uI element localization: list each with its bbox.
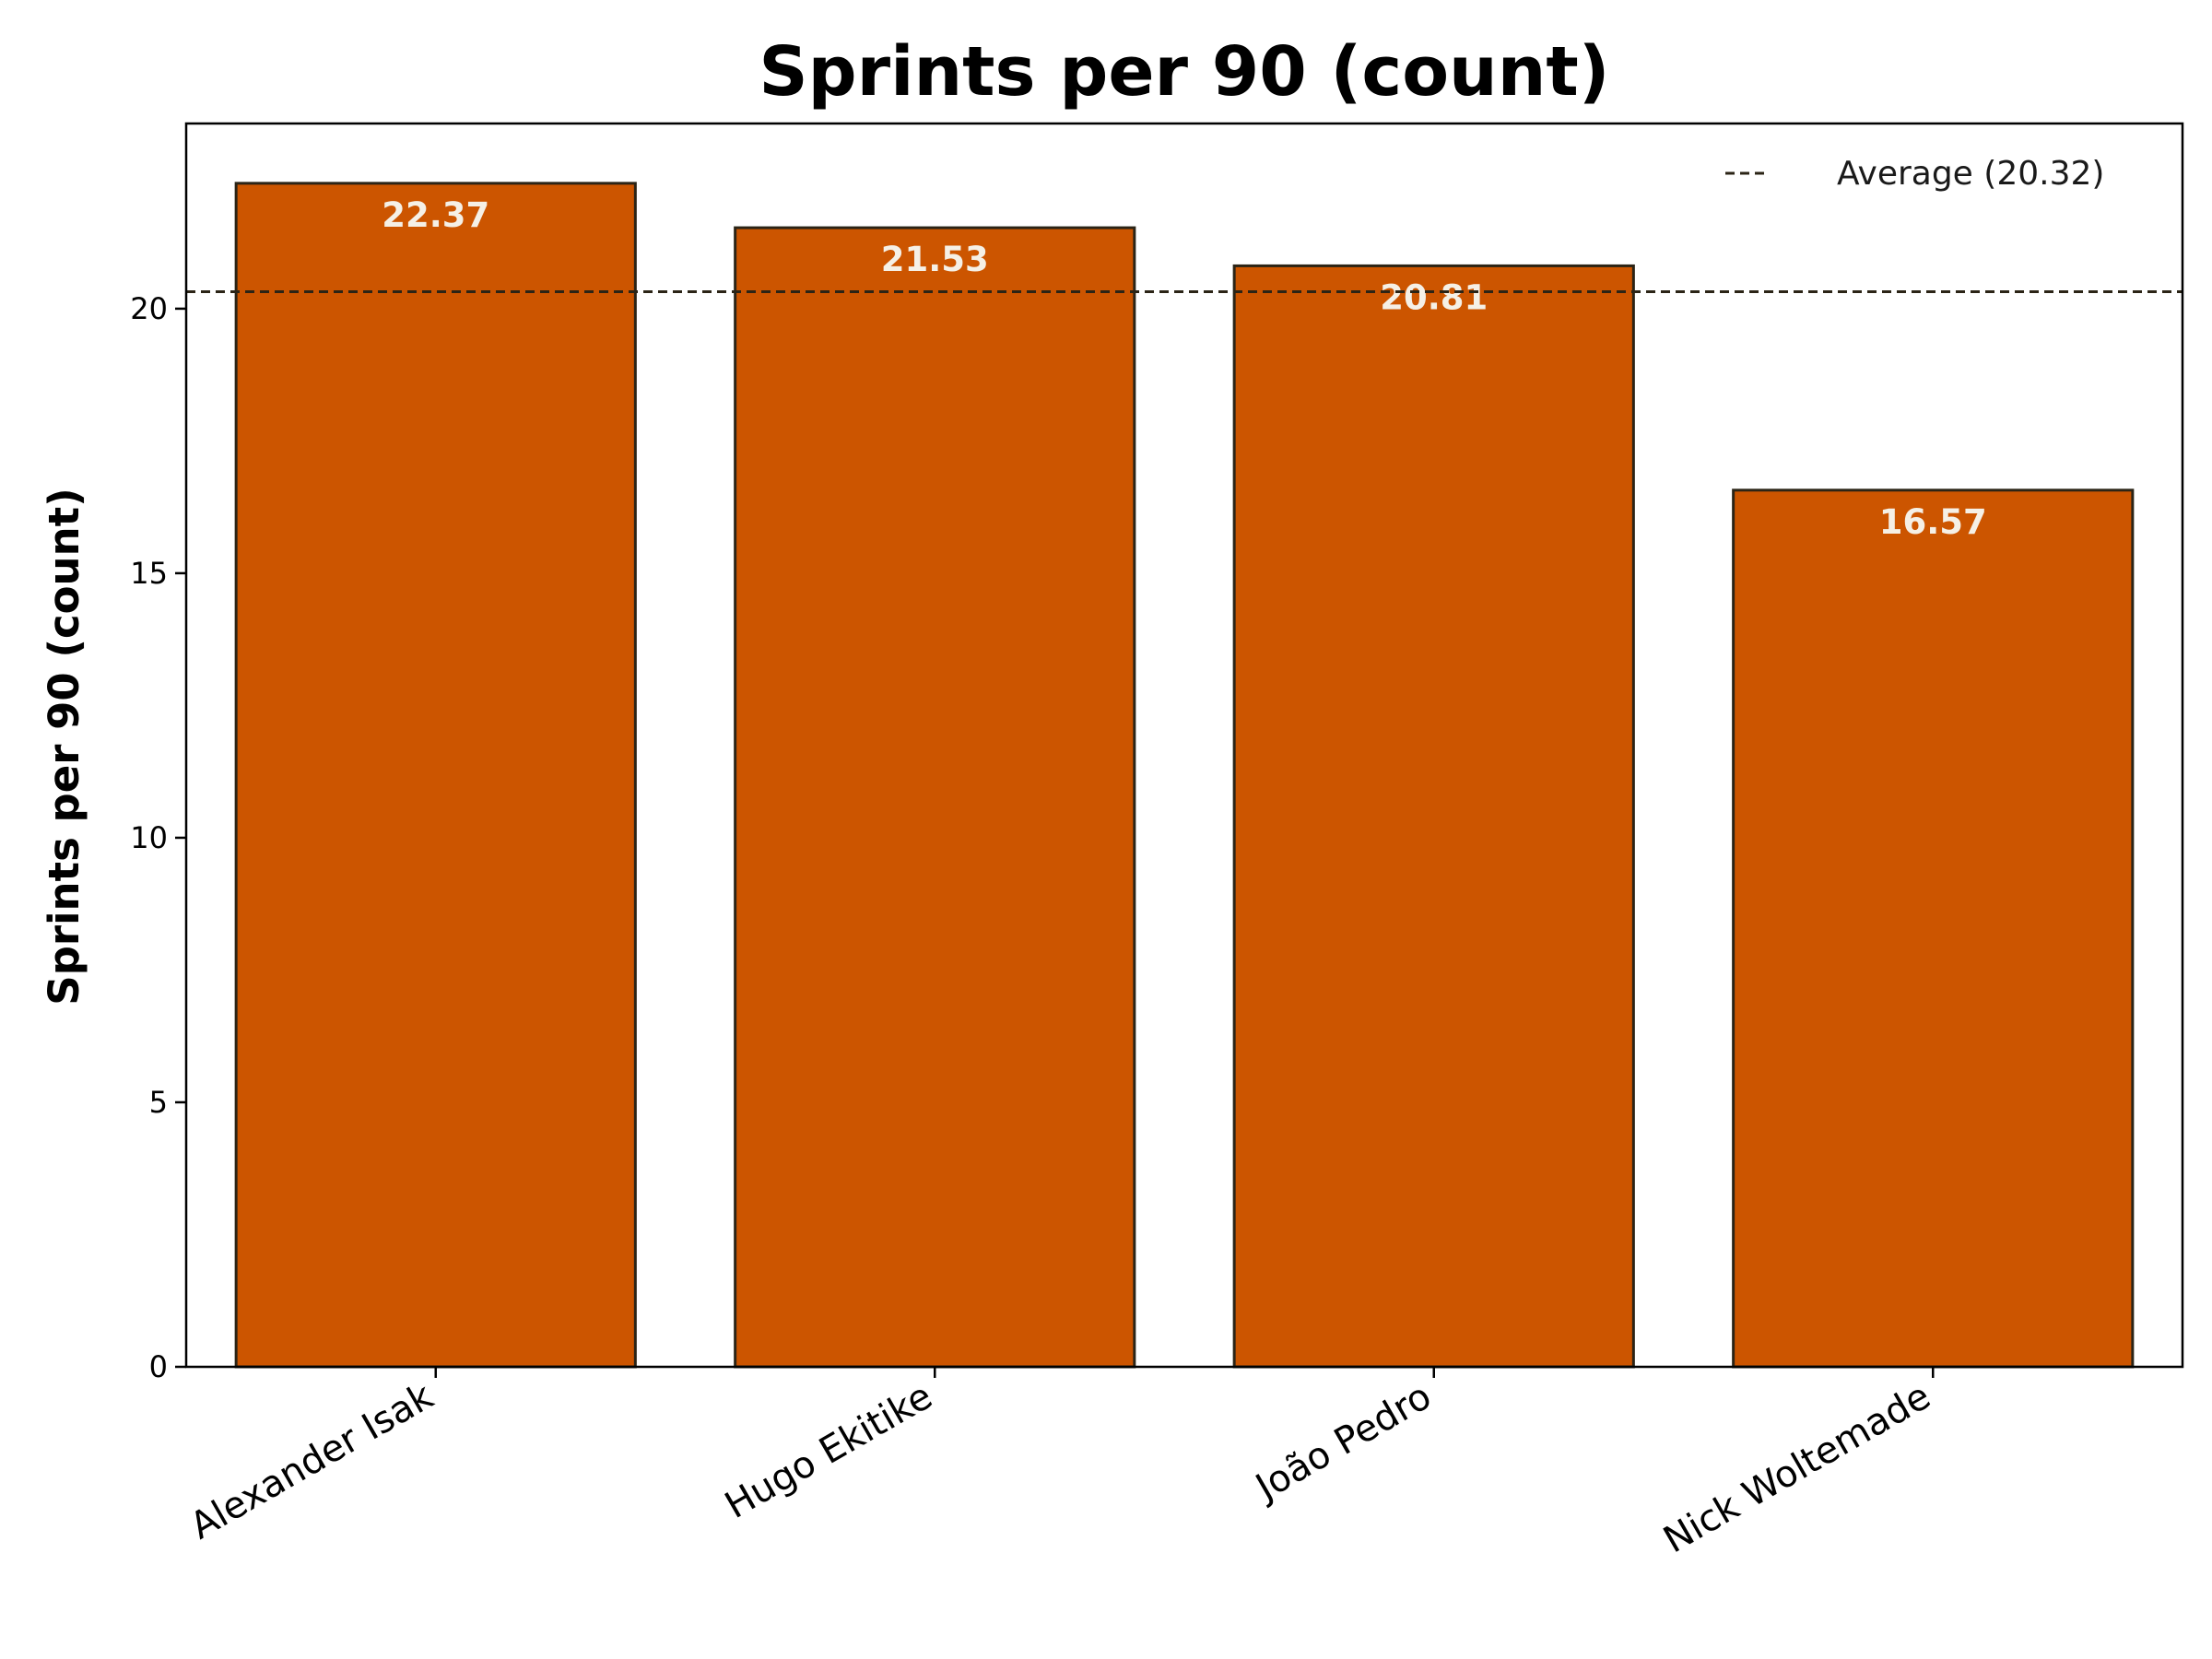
- bar: [1232, 264, 1635, 1369]
- legend: Average (20.32): [1725, 155, 2104, 193]
- y-tick-label: 0: [149, 1349, 168, 1384]
- y-tick-label: 5: [149, 1085, 168, 1120]
- bar: [1732, 488, 2135, 1369]
- y-tick-label: 10: [130, 820, 168, 855]
- legend-average-label: Average (20.32): [1837, 155, 2104, 193]
- bar: [234, 182, 637, 1369]
- plot-frame: [184, 122, 2184, 1369]
- y-tick-label: 20: [130, 291, 168, 326]
- bar-value-label: 20.81: [1380, 277, 1488, 317]
- y-axis-label: Sprints per 90 (count): [40, 488, 88, 1005]
- chart-title: Sprints per 90 (count): [759, 32, 1609, 112]
- bar: [734, 226, 1136, 1369]
- y-tick-label: 15: [130, 556, 168, 591]
- bar-value-label: 22.37: [382, 195, 489, 235]
- plot-area: 0 5 10 15 20 22.37 Alexander Isak 21.53 Hugo Eki…: [130, 182, 2183, 1562]
- bar-value-label: 16.57: [1879, 502, 1987, 542]
- x-tick-label: Hugo Ekitike: [718, 1375, 939, 1527]
- x-tick-label: Alexander Isak: [183, 1374, 441, 1547]
- x-tick-label: Nick Woltemade: [1656, 1375, 1937, 1562]
- x-tick-label: João Pedro: [1247, 1375, 1439, 1511]
- bar-value-label: 21.53: [881, 240, 989, 279]
